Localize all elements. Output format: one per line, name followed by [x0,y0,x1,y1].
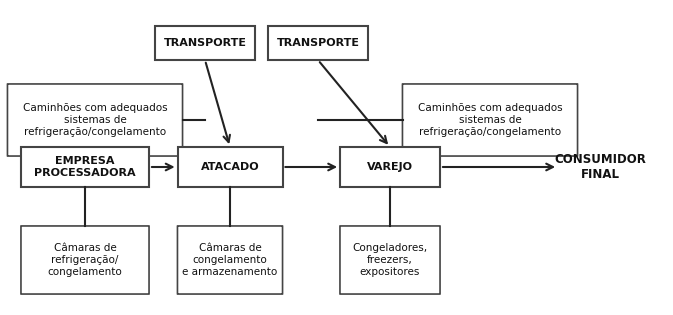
FancyBboxPatch shape [340,226,440,294]
Text: Câmaras de
congelamento
e armazenamento: Câmaras de congelamento e armazenamento [182,243,278,277]
Text: ATACADO: ATACADO [201,162,259,172]
Text: Congeladores,
freezers,
expositores: Congeladores, freezers, expositores [353,243,427,277]
Text: VAREJO: VAREJO [367,162,413,172]
FancyBboxPatch shape [402,84,577,156]
Bar [340,147,440,187]
FancyBboxPatch shape [178,226,283,294]
Bar [178,147,283,187]
FancyBboxPatch shape [21,226,149,294]
Text: Câmaras de
refrigeração/
congelamento: Câmaras de refrigeração/ congelamento [48,243,122,277]
Text: Caminhões com adequados
sistemas de
refrigeração/congelamento: Caminhões com adequados sistemas de refr… [418,103,563,137]
Text: TRANSPORTE: TRANSPORTE [164,38,246,48]
Text: TRANSPORTE: TRANSPORTE [277,38,359,48]
Text: EMPRESA
PROCESSADORA: EMPRESA PROCESSADORA [34,156,136,178]
Bar [21,147,149,187]
FancyBboxPatch shape [7,84,182,156]
Text: CONSUMIDOR
FINAL: CONSUMIDOR FINAL [554,153,646,181]
Text: Caminhões com adequados
sistemas de
refrigeração/congelamento: Caminhões com adequados sistemas de refr… [23,103,168,137]
Bar [268,26,368,60]
Bar [155,26,255,60]
